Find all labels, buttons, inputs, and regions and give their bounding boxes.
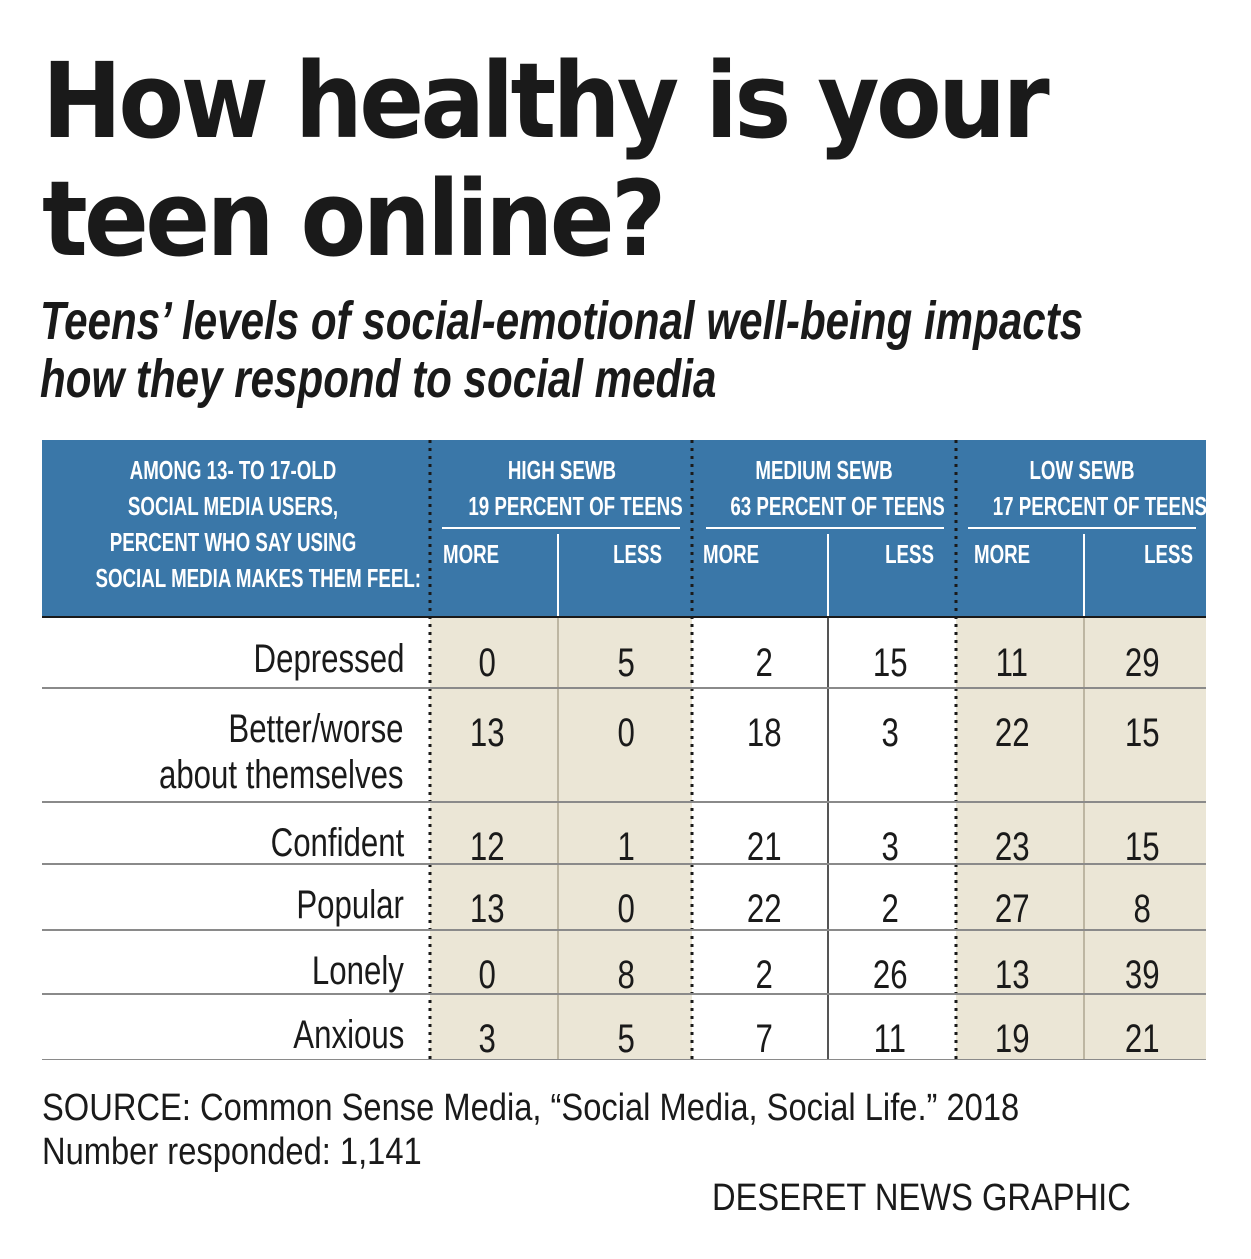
table-cell: 0	[478, 953, 496, 997]
table-cell: 8	[617, 953, 635, 997]
table-cell: 29	[1124, 641, 1160, 685]
table-cell: 3	[881, 825, 899, 869]
table-cell: 13	[469, 711, 505, 755]
table-cell: 15	[1124, 711, 1160, 755]
subheader-more: MORE	[974, 539, 1031, 569]
table-cell: 21	[746, 825, 782, 869]
table-cell: 2	[755, 953, 773, 997]
row-label: Depressed	[42, 636, 404, 682]
table-cell: 0	[617, 887, 635, 931]
row-label-line: Popular	[296, 883, 404, 927]
table-cell: 15	[1124, 825, 1160, 869]
table-cell: 11	[873, 1017, 907, 1061]
data-table: AMONG 13- TO 17-OLD SOCIAL MEDIA USERS, …	[42, 440, 1208, 1061]
group-header-high: HIGH SEWB 19 PERCENT OF TEENS	[432, 452, 692, 524]
row-label: Better/worse about themselves	[42, 706, 404, 798]
stub-line: PERCENT WHO SAY USING	[109, 527, 357, 557]
subheader-less: LESS	[1144, 539, 1193, 569]
row-label: Lonely	[42, 948, 404, 994]
table-cell: 27	[994, 887, 1030, 931]
source-line: SOURCE: Common Sense Media, “Social Medi…	[42, 1087, 1020, 1129]
table-cell: 8	[1133, 887, 1151, 931]
subheader-more: MORE	[443, 539, 500, 569]
group-name: MEDIUM SEWB	[755, 455, 893, 485]
table-cell: 0	[617, 711, 635, 755]
table-cell: 12	[469, 825, 505, 869]
row-label: Popular	[42, 882, 404, 928]
row-label-line: Confident	[270, 821, 404, 865]
row-label-line: Anxious	[292, 1013, 404, 1057]
row-label-line: Depressed	[253, 637, 404, 681]
group-share: 17 PERCENT OF TEENS	[992, 491, 1208, 521]
page-subtitle: Teens’ levels of social-emotional well-b…	[40, 292, 1132, 408]
group-share: 19 PERCENT OF TEENS	[468, 491, 683, 521]
group-name: LOW SEWB	[1029, 455, 1135, 485]
responded-line: Number responded: 1,141	[42, 1131, 422, 1173]
page-title: How healthy is your teen online?	[42, 42, 1128, 278]
table-cell: 1	[617, 825, 635, 869]
graphic-credit: DESERET NEWS GRAPHIC	[712, 1177, 1131, 1219]
table-stub-header: AMONG 13- TO 17-OLD SOCIAL MEDIA USERS, …	[42, 452, 424, 596]
shade-low	[956, 618, 1206, 1060]
table-cell: 11	[995, 641, 1029, 685]
table-cell: 3	[881, 711, 899, 755]
stub-line: SOCIAL MEDIA USERS,	[127, 491, 339, 521]
table-cell: 15	[872, 641, 908, 685]
table-cell: 0	[478, 641, 496, 685]
table-cell: 22	[746, 887, 782, 931]
table-cell: 13	[469, 887, 505, 931]
table-cell: 5	[617, 1017, 635, 1061]
table-grid	[42, 440, 1206, 1060]
table-cell: 22	[994, 711, 1030, 755]
row-label: Confident	[42, 820, 404, 866]
group-share: 63 PERCENT OF TEENS	[730, 491, 945, 521]
row-label-line: Lonely	[312, 949, 404, 993]
table-cell: 2	[755, 641, 773, 685]
stub-line: SOCIAL MEDIA MAKES THEM FEEL:	[95, 563, 422, 593]
row-label-line: about themselves	[159, 753, 404, 797]
group-name: HIGH SEWB	[507, 455, 617, 485]
table-cell: 7	[755, 1017, 773, 1061]
table-cell: 26	[872, 953, 908, 997]
table-cell: 5	[617, 641, 635, 685]
shade-high	[430, 618, 692, 1060]
table-cell: 21	[1124, 1017, 1160, 1061]
table-cell: 39	[1124, 953, 1160, 997]
title-line-1: How healthy is your	[42, 40, 1050, 162]
table-cell: 2	[881, 887, 899, 931]
stub-line: AMONG 13- TO 17-OLD	[129, 455, 337, 485]
subtitle-line-2: how they respond to social media	[40, 349, 717, 409]
title-line-2: teen online?	[42, 158, 666, 280]
table-cell: 3	[478, 1017, 496, 1061]
subheader-less: LESS	[885, 539, 934, 569]
table-cell: 23	[994, 825, 1030, 869]
table-cell: 18	[746, 711, 782, 755]
table-cell: 13	[994, 953, 1030, 997]
table-cell: 19	[994, 1017, 1030, 1061]
source-note: SOURCE: Common Sense Media, “Social Medi…	[42, 1086, 1160, 1174]
group-header-medium: MEDIUM SEWB 63 PERCENT OF TEENS	[694, 452, 954, 524]
group-header-low: LOW SEWB 17 PERCENT OF TEENS	[958, 452, 1208, 524]
row-label: Anxious	[42, 1012, 404, 1058]
subheader-less: LESS	[613, 539, 662, 569]
row-label-line: Better/worse	[228, 707, 404, 751]
subheader-more: MORE	[703, 539, 760, 569]
subtitle-line-1: Teens’ levels of social-emotional well-b…	[40, 291, 1084, 351]
